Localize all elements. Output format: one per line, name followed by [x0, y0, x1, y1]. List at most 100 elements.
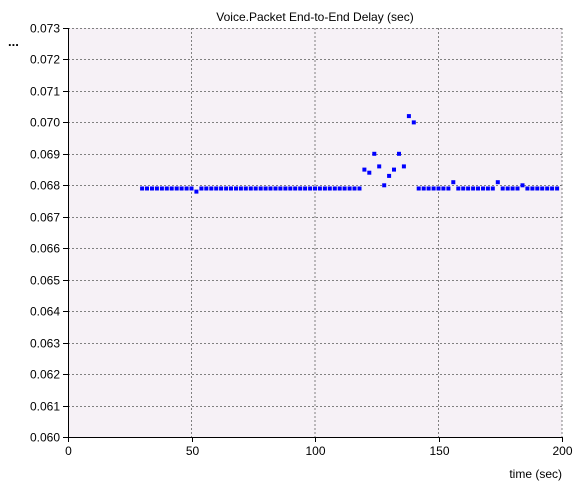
data-point [411, 120, 416, 125]
data-point [347, 186, 352, 191]
y-tick-label: 0.066 [30, 242, 60, 256]
data-point [362, 167, 367, 172]
data-point [184, 186, 189, 191]
y-tick-label: 0.067 [30, 211, 60, 225]
data-point [248, 186, 253, 191]
data-point [530, 186, 535, 191]
data-point [387, 173, 392, 178]
data-point [308, 186, 313, 191]
data-point [268, 186, 273, 191]
data-point [401, 164, 406, 169]
data-points [140, 114, 560, 194]
data-point [174, 186, 179, 191]
x-tick-label: 100 [305, 444, 325, 458]
data-point [317, 186, 322, 191]
data-point [209, 186, 214, 191]
data-point [382, 183, 387, 188]
data-point [204, 186, 209, 191]
data-point [194, 189, 199, 194]
data-point [451, 180, 456, 185]
chart-title: Voice.Packet End-to-End Delay (sec) [216, 10, 413, 24]
y-tick-label: 0.062 [30, 368, 60, 382]
data-point [416, 186, 421, 191]
data-point [406, 114, 411, 119]
data-point [263, 186, 268, 191]
data-point [357, 186, 362, 191]
data-point [327, 186, 332, 191]
data-point [426, 186, 431, 191]
data-point [525, 186, 530, 191]
x-axis-label: time (sec) [509, 467, 562, 481]
y-tick-label: 0.071 [30, 85, 60, 99]
data-point [441, 186, 446, 191]
data-point [273, 186, 278, 191]
data-point [367, 170, 372, 175]
x-tick-label: 200 [552, 444, 572, 458]
data-point [520, 183, 525, 188]
y-tick-label: 0.065 [30, 274, 60, 288]
data-point [446, 186, 451, 191]
data-point [219, 186, 224, 191]
y-tick-label: 0.072 [30, 53, 60, 67]
data-point [150, 186, 154, 191]
data-point [436, 186, 441, 191]
data-point [540, 186, 545, 191]
data-point [303, 186, 308, 191]
y-tick-label: 0.070 [30, 116, 60, 130]
data-point [505, 186, 510, 191]
data-point [140, 186, 145, 191]
data-point [342, 186, 347, 191]
x-tick-label: 0 [65, 444, 72, 458]
y-tick-label: 0.068 [30, 179, 60, 193]
data-point [293, 186, 298, 191]
data-point [337, 186, 342, 191]
data-point [238, 186, 243, 191]
data-point [283, 186, 288, 191]
data-point [456, 186, 461, 191]
data-point [461, 186, 466, 191]
data-point [481, 186, 485, 191]
y-tick-label: 0.060 [30, 431, 60, 445]
data-point [159, 186, 164, 191]
data-point [322, 186, 327, 191]
data-point [392, 167, 396, 172]
data-point [278, 186, 283, 191]
data-point [199, 186, 204, 191]
data-point [466, 186, 471, 191]
tick-labels: 0.060 0.061 0.062 0.063 0.064 0.065 0.066 0.067… [30, 22, 573, 459]
data-point [214, 186, 219, 191]
y-tick-label: 0.073 [30, 22, 60, 36]
data-point [476, 186, 480, 191]
y-tick-label: 0.064 [30, 305, 60, 319]
data-point [555, 186, 560, 191]
data-point [377, 164, 382, 169]
data-point [179, 186, 184, 191]
data-point [154, 186, 159, 191]
data-point [229, 186, 233, 191]
data-point [313, 186, 317, 191]
data-point [352, 186, 357, 191]
data-point [332, 186, 337, 191]
data-point [258, 186, 263, 191]
data-point [500, 186, 505, 191]
data-point [535, 186, 540, 191]
data-point [372, 151, 377, 156]
data-point [510, 186, 515, 191]
data-point [145, 186, 149, 191]
data-point [243, 186, 248, 191]
data-point [224, 186, 229, 191]
data-point [515, 186, 520, 191]
y-tick-label: 0.063 [30, 337, 60, 351]
data-point [490, 186, 495, 191]
data-point [421, 186, 426, 191]
data-point [397, 151, 401, 156]
x-tick-label: 150 [429, 444, 449, 458]
data-point [471, 186, 476, 191]
y-tick-label: 0.069 [30, 148, 60, 162]
data-point [298, 186, 303, 191]
data-point [545, 186, 550, 191]
data-point [485, 186, 490, 191]
data-point [288, 186, 293, 191]
